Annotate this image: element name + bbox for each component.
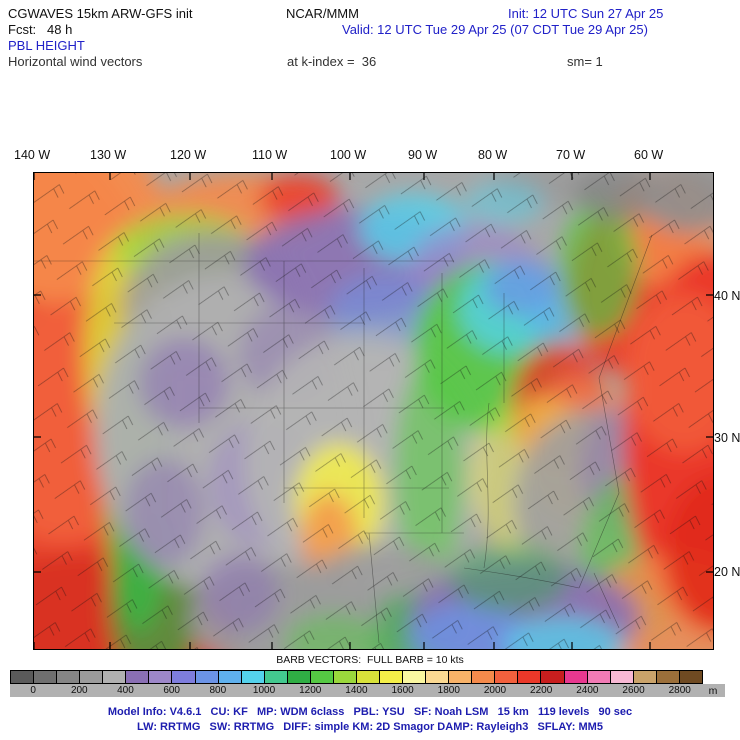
init-time-label: Init: 12 UTC Sun 27 Apr 25 (508, 6, 664, 21)
colorbar-cell (609, 670, 634, 684)
model-title: CGWAVES 15km ARW-GFS init (8, 6, 193, 21)
colorbar-label-strip: 0 200 400 600 800 1000 1200 1400 1600 1800 2000 220… (10, 684, 725, 697)
map-frame-ticks (34, 173, 713, 649)
colorbar-tick-label: 800 (209, 685, 227, 696)
colorbar-cell (309, 670, 334, 684)
colorbar-tick-label: 2200 (530, 685, 553, 696)
longitude-label: 100 W (330, 148, 367, 162)
colorbar-tick-label: 2800 (668, 685, 691, 696)
wind-barbs-overlay (34, 173, 713, 649)
colorbar-cell (79, 670, 104, 684)
longitude-label: 120 W (170, 148, 207, 162)
longitude-axis: 140 W 130 W 120 W 110 W 100 W 90 W 80 W 70 W 60 … (0, 148, 740, 164)
pbl-height-map (33, 172, 714, 650)
colorbar-tick-label: 600 (163, 685, 180, 696)
colorbar-cell (171, 670, 196, 684)
longitude-label: 90 W (408, 148, 438, 162)
colorbar-cell (194, 670, 219, 684)
longitude-label: 70 W (556, 148, 586, 162)
colorbar-cell (540, 670, 565, 684)
longitude-label: 130 W (90, 148, 127, 162)
org-label: NCAR/MMM (286, 6, 359, 21)
smoothing-label: sm= 1 (567, 54, 603, 69)
colorbar-tick-label: 200 (70, 685, 88, 696)
longitude-label: 60 W (634, 148, 664, 162)
longitude-label: 140 W (14, 148, 51, 162)
colorbar-cell (286, 670, 311, 684)
colorbar-cell (217, 670, 242, 684)
colorbar-tick-label: 400 (117, 685, 134, 696)
colorbar-ticks: 0 200 400 600 800 1000 1200 1400 1600 1800 2000 220… (10, 685, 703, 696)
colorbar-tick-label: 2000 (483, 685, 507, 696)
colorbar-cell (655, 670, 680, 684)
latitude-axis: 40 N 30 N 20 N (714, 0, 740, 740)
model-info-line-2: LW: RRTMG SW: RRTMG DIFF: simple KM: 2D … (137, 721, 603, 733)
latitude-label: 20 N (714, 565, 740, 579)
colorbar-cell (33, 670, 58, 684)
colorbar (10, 670, 703, 684)
colorbar-cell (332, 670, 357, 684)
map-canvas (34, 173, 713, 649)
colorbar-cell (125, 670, 150, 684)
colorbar-cell (240, 670, 265, 684)
colorbar-tick-label: 0 (30, 685, 36, 696)
colorbar-cell (425, 670, 450, 684)
k-index-label: at k-index = 36 (287, 54, 377, 69)
colorbar-tick-label: 2600 (622, 685, 645, 696)
valid-time-label: Valid: 12 UTC Tue 29 Apr 25 (07 CDT Tue … (342, 22, 648, 37)
colorbar-cell (56, 670, 81, 684)
colorbar-cell (355, 670, 380, 684)
barb-legend-note: BARB VECTORS: FULL BARB = 10 kts (276, 654, 464, 666)
colorbar-cell (678, 670, 703, 684)
colorbar-cell (563, 670, 588, 684)
colorbar-cell (263, 670, 288, 684)
latitude-label: 30 N (714, 431, 740, 445)
colorbar-tick-label: 1200 (299, 685, 322, 696)
colorbar-tick-label: 1000 (252, 685, 276, 696)
fcst-hour-label: Fcst: 48 h (8, 22, 73, 37)
colorbar-cell (586, 670, 611, 684)
field-name-label: PBL HEIGHT (8, 38, 85, 53)
colorbar-tick-label: 1600 (391, 685, 414, 696)
colorbar-cell (471, 670, 496, 684)
vectors-label: Horizontal wind vectors (8, 54, 143, 69)
colorbar-unit-label: m (708, 684, 718, 697)
colorbar-cell (494, 670, 519, 684)
longitude-label: 80 W (478, 148, 508, 162)
colorbar-cell (379, 670, 404, 684)
longitude-label: 110 W (252, 148, 288, 162)
latitude-label: 40 N (714, 289, 740, 303)
colorbar-cell (10, 670, 35, 684)
colorbar-tick-label: 1400 (345, 685, 368, 696)
colorbar-cell (632, 670, 657, 684)
colorbar-tick-label: 1800 (437, 685, 460, 696)
colorbar-cell (102, 670, 127, 684)
colorbar-tick-label: 2400 (576, 685, 599, 696)
model-info-line-1: Model Info: V4.6.1 CU: KF MP: WDM 6class… (107, 706, 633, 718)
colorbar-cell (148, 670, 173, 684)
colorbar-cell (448, 670, 473, 684)
colorbar-cell (402, 670, 427, 684)
colorbar-cell (517, 670, 542, 684)
